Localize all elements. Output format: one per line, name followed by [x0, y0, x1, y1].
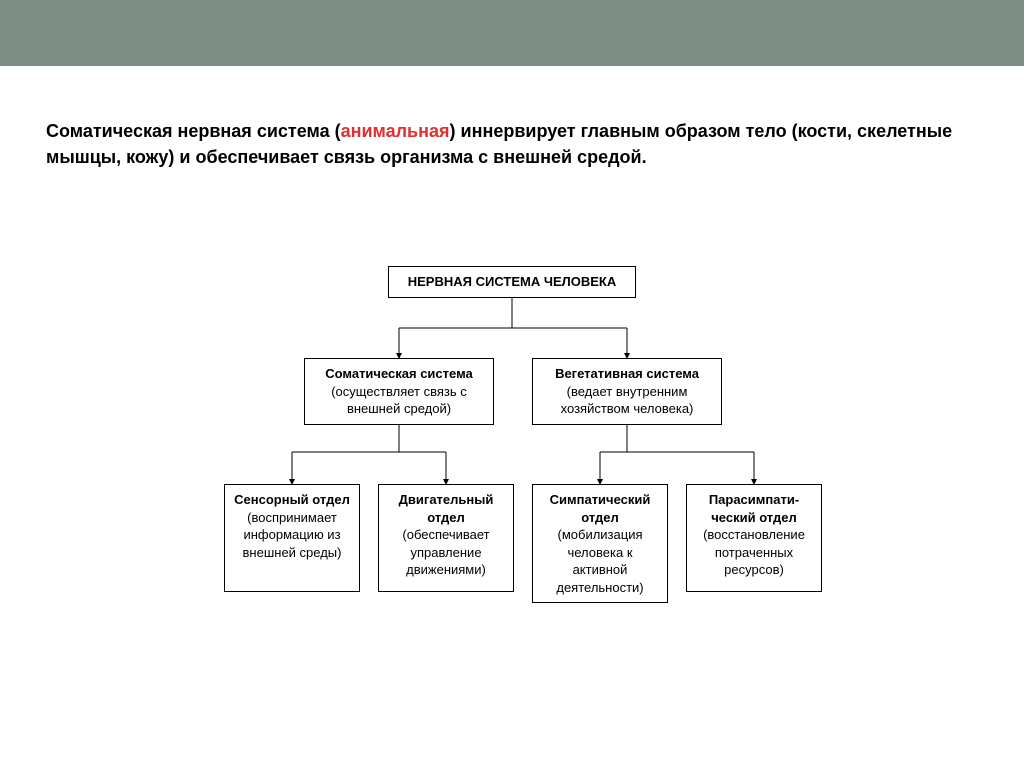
node-sensory: Сенсорный отдел (воспринимает информацию…: [224, 484, 360, 592]
node-root: НЕРВНАЯ СИСТЕМА ЧЕЛОВЕКА: [388, 266, 636, 298]
node-somatic: Соматическая система (осуществляет связь…: [304, 358, 494, 425]
node-motor-title: Двигательный отдел: [385, 491, 507, 526]
top-bar: [0, 0, 1024, 66]
node-parasympathetic: Парасимпати-ческий отдел (восстановление…: [686, 484, 822, 592]
node-motor: Двигательный отдел (обеспечивает управле…: [378, 484, 514, 592]
hierarchy-diagram: НЕРВНАЯ СИСТЕМА ЧЕЛОВЕКА Соматическая си…: [0, 266, 1024, 686]
node-sympathetic-desc: (мобилизация человека к активной деятель…: [539, 526, 661, 596]
node-sympathetic-title: Симпатический отдел: [539, 491, 661, 526]
node-somatic-desc: (осуществляет связь с внешней средой): [311, 383, 487, 418]
node-root-title: НЕРВНАЯ СИСТЕМА ЧЕЛОВЕКА: [395, 273, 629, 291]
connectors-svg: [0, 266, 1024, 686]
node-vegetative-title: Вегетативная система: [539, 365, 715, 383]
node-sensory-desc: (воспринимает информацию из внешней сред…: [231, 509, 353, 562]
heading-pre: Соматическая нервная система (: [46, 121, 341, 141]
node-parasympathetic-title: Парасимпати-ческий отдел: [693, 491, 815, 526]
heading-text: Соматическая нервная система (анимальная…: [46, 118, 978, 170]
node-somatic-title: Соматическая система: [311, 365, 487, 383]
node-sensory-title: Сенсорный отдел: [231, 491, 353, 509]
node-vegetative: Вегетативная система (ведает внутренним …: [532, 358, 722, 425]
node-sympathetic: Симпатический отдел (мобилизация человек…: [532, 484, 668, 603]
heading-accent: анимальная: [341, 121, 450, 141]
node-vegetative-desc: (ведает внутренним хозяйством человека): [539, 383, 715, 418]
node-parasympathetic-desc: (восстановление потраченных ресурсов): [693, 526, 815, 579]
node-motor-desc: (обеспечивает управление движениями): [385, 526, 507, 579]
